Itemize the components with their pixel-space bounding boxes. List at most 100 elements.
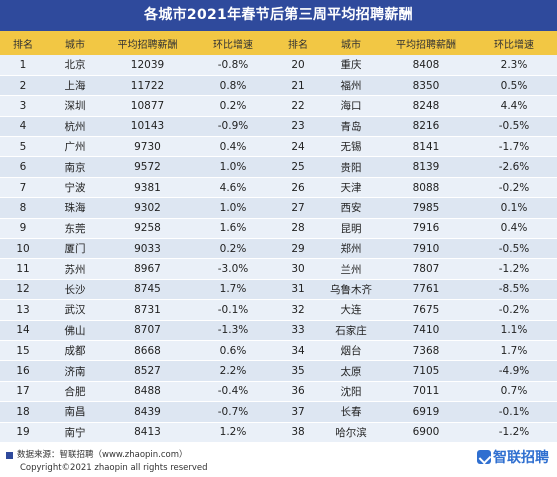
- cell-salary: 7410: [381, 320, 471, 341]
- cell-city: 南宁: [46, 422, 104, 443]
- table-row: 13 武汉 8731 -0.1% 32 大连 7675 -0.2%: [0, 299, 557, 321]
- cell-ratio: -1.7%: [471, 136, 557, 157]
- cell-rank: 33: [275, 320, 321, 341]
- cell-salary: 7761: [381, 279, 471, 300]
- cell-rank: 27: [275, 197, 321, 219]
- cell-ratio: 0.4%: [471, 218, 557, 239]
- cell-ratio: -0.5%: [471, 238, 557, 259]
- table-row: 17 合肥 8488 -0.4% 36 沈阳 7011 0.7%: [0, 381, 557, 402]
- table-row: 4 杭州 10143 -0.9% 23 青岛 8216 -0.5%: [0, 116, 557, 137]
- cell-ratio: -0.2%: [471, 299, 557, 321]
- cell-city: 南昌: [46, 401, 104, 423]
- cell-rank: 23: [275, 116, 321, 137]
- cell-rank: 19: [0, 422, 46, 443]
- cell-ratio: 0.7%: [471, 381, 557, 402]
- logo-mark-icon: [477, 450, 491, 464]
- cell-ratio: 0.6%: [191, 340, 275, 361]
- cell-city: 昆明: [321, 218, 381, 239]
- cell-salary: 8439: [104, 401, 191, 423]
- cell-city: 西安: [321, 197, 381, 219]
- table-row: 16 济南 8527 2.2% 35 太原 7105 -4.9%: [0, 360, 557, 382]
- cell-city: 北京: [46, 55, 104, 76]
- cell-rank: 31: [275, 279, 321, 300]
- cell-city: 兰州: [321, 258, 381, 280]
- cell-rank: 24: [275, 136, 321, 157]
- cell-city: 长沙: [46, 279, 104, 300]
- cell-city: 烟台: [321, 340, 381, 361]
- cell-ratio: 4.6%: [191, 177, 275, 198]
- cell-salary: 7985: [381, 197, 471, 219]
- cell-salary: 7368: [381, 340, 471, 361]
- cell-ratio: 1.7%: [471, 340, 557, 361]
- cell-rank: 29: [275, 238, 321, 259]
- cell-ratio: 1.7%: [191, 279, 275, 300]
- cell-ratio: -8.5%: [471, 279, 557, 300]
- cell-ratio: -1.3%: [191, 320, 275, 341]
- cell-rank: 7: [0, 177, 46, 198]
- cell-city: 天津: [321, 177, 381, 198]
- cell-salary: 8527: [104, 360, 191, 382]
- table-row: 14 佛山 8707 -1.3% 33 石家庄 7410 1.1%: [0, 320, 557, 341]
- cell-ratio: 0.2%: [191, 238, 275, 259]
- table-row: 11 苏州 8967 -3.0% 30 兰州 7807 -1.2%: [0, 258, 557, 280]
- cell-salary: 8139: [381, 156, 471, 178]
- cell-ratio: 1.2%: [191, 422, 275, 443]
- cell-salary: 6919: [381, 401, 471, 423]
- cell-rank: 4: [0, 116, 46, 137]
- table-row: 9 东莞 9258 1.6% 28 昆明 7916 0.4%: [0, 218, 557, 239]
- cell-city: 乌鲁木齐: [321, 279, 381, 300]
- logo-text: 智联招聘: [493, 450, 549, 466]
- cell-salary: 7105: [381, 360, 471, 382]
- cell-salary: 11722: [104, 75, 191, 96]
- header-ratio: 环比增速: [191, 31, 275, 55]
- cell-rank: 1: [0, 55, 46, 76]
- cell-salary: 6900: [381, 422, 471, 443]
- cell-city: 哈尔滨: [321, 422, 381, 443]
- copyright: Copyright©2021 zhaopin all rights reserv…: [20, 463, 208, 473]
- cell-ratio: -4.9%: [471, 360, 557, 382]
- cell-salary: 9381: [104, 177, 191, 198]
- cell-rank: 26: [275, 177, 321, 198]
- cell-ratio: -0.4%: [191, 381, 275, 402]
- header-rank: 排名: [275, 31, 321, 55]
- cell-city: 厦门: [46, 238, 104, 259]
- table-body: 1 北京 12039 -0.8% 20 重庆 8408 2.3% 2 上海 11722 0.8% 21 福…: [0, 55, 557, 443]
- cell-rank: 32: [275, 299, 321, 321]
- cell-rank: 25: [275, 156, 321, 178]
- cell-ratio: 1.0%: [191, 156, 275, 178]
- cell-rank: 3: [0, 95, 46, 117]
- cell-salary: 7675: [381, 299, 471, 321]
- cell-rank: 34: [275, 340, 321, 361]
- cell-city: 青岛: [321, 116, 381, 137]
- cell-city: 重庆: [321, 55, 381, 76]
- cell-rank: 38: [275, 422, 321, 443]
- cell-city: 合肥: [46, 381, 104, 402]
- table-row: 8 珠海 9302 1.0% 27 西安 7985 0.1%: [0, 197, 557, 219]
- cell-ratio: -3.0%: [191, 258, 275, 280]
- header-rank: 排名: [0, 31, 46, 55]
- cell-ratio: 2.2%: [191, 360, 275, 382]
- table-row: 18 南昌 8439 -0.7% 37 长春 6919 -0.1%: [0, 401, 557, 423]
- cell-ratio: -0.1%: [471, 401, 557, 423]
- cell-salary: 8413: [104, 422, 191, 443]
- cell-salary: 7011: [381, 381, 471, 402]
- cell-ratio: -0.2%: [471, 177, 557, 198]
- cell-city: 南京: [46, 156, 104, 178]
- cell-salary: 8707: [104, 320, 191, 341]
- cell-rank: 12: [0, 279, 46, 300]
- cell-rank: 5: [0, 136, 46, 157]
- cell-salary: 7916: [381, 218, 471, 239]
- cell-city: 武汉: [46, 299, 104, 321]
- cell-rank: 15: [0, 340, 46, 361]
- cell-salary: 9258: [104, 218, 191, 239]
- table-header-row: 排名 城市 平均招聘薪酬 环比增速 排名 城市 平均招聘薪酬 环比增速: [0, 31, 557, 55]
- cell-ratio: 0.5%: [471, 75, 557, 96]
- table-row: 3 深圳 10877 0.2% 22 海口 8248 4.4%: [0, 95, 557, 117]
- cell-city: 东莞: [46, 218, 104, 239]
- cell-city: 佛山: [46, 320, 104, 341]
- header-salary: 平均招聘薪酬: [104, 31, 191, 55]
- cell-rank: 2: [0, 75, 46, 96]
- table-row: 19 南宁 8413 1.2% 38 哈尔滨 6900 -1.2%: [0, 422, 557, 443]
- cell-rank: 28: [275, 218, 321, 239]
- cell-city: 无锡: [321, 136, 381, 157]
